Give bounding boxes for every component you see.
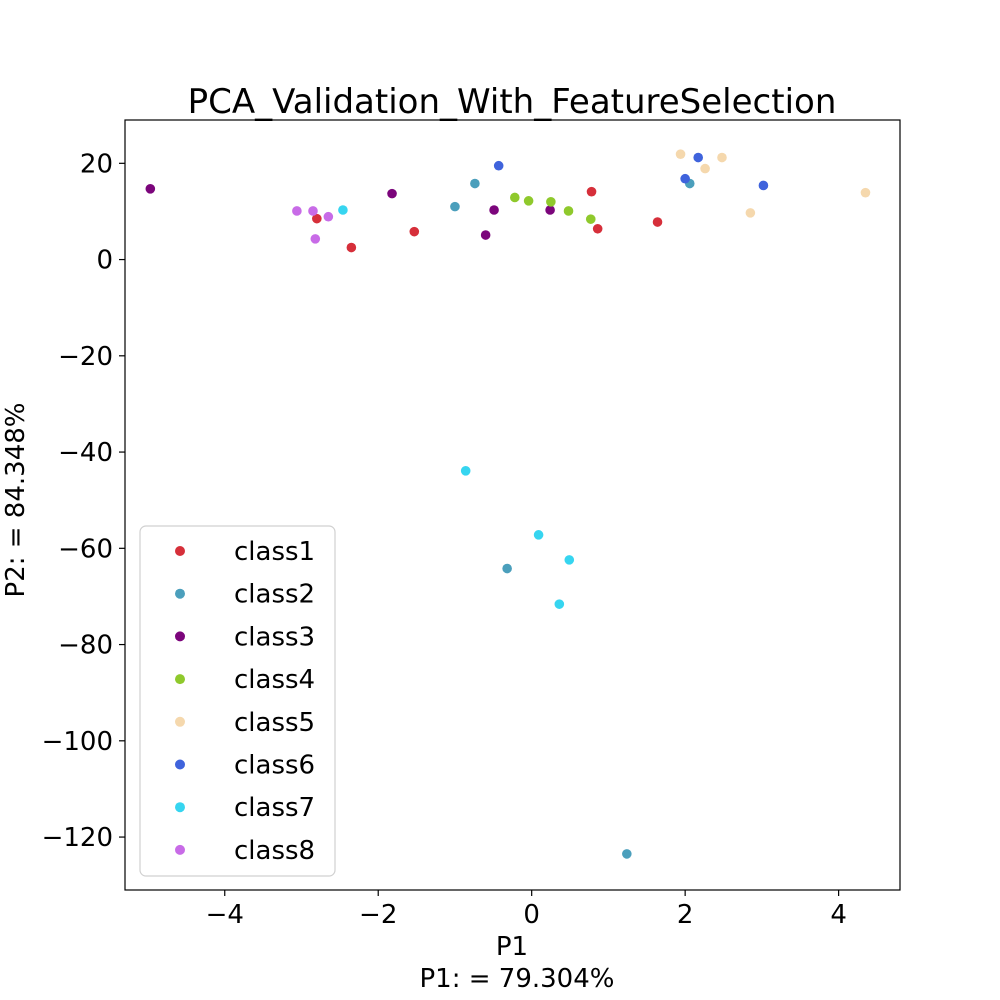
data-point-class4 <box>523 196 534 206</box>
x-axis-ticks: −4 −2 0 2 4 <box>206 890 847 930</box>
legend-label-class2: class2 <box>234 580 315 610</box>
data-point-class8 <box>310 234 321 244</box>
y-tick-label: 20 <box>80 149 113 179</box>
legend-label-class8: class8 <box>234 836 315 866</box>
legend-marker-class2 <box>175 588 185 599</box>
data-point-class5 <box>700 163 710 174</box>
data-point-class1 <box>592 223 603 234</box>
data-point-class2 <box>622 849 632 859</box>
data-point-class4 <box>585 214 596 224</box>
legend-marker-class3 <box>175 631 185 642</box>
legend: class1 class2 class3 class4 class5 class6 clas… <box>139 525 336 877</box>
legend-label-class6: class6 <box>234 751 315 781</box>
data-point-class3 <box>480 230 491 240</box>
data-point-class8 <box>292 206 302 216</box>
data-point-class7 <box>564 555 575 565</box>
data-point-class7 <box>338 205 348 215</box>
x-tick-label: 0 <box>523 900 540 930</box>
legend-marker-class6 <box>175 759 185 770</box>
data-point-class1 <box>586 186 597 197</box>
legend-label-class4: class4 <box>234 665 315 695</box>
y-tick-label: −20 <box>58 342 113 372</box>
data-point-class1 <box>409 226 420 237</box>
data-point-class5 <box>675 149 686 159</box>
scatter-points <box>145 149 871 859</box>
data-point-class2 <box>502 563 512 574</box>
plot-area-frame <box>124 119 901 891</box>
legend-frame <box>139 525 336 877</box>
data-point-class2 <box>450 201 460 212</box>
data-point-class8 <box>308 206 318 216</box>
data-point-class1 <box>312 213 322 224</box>
data-point-class6 <box>693 152 703 163</box>
data-point-class1 <box>346 242 357 253</box>
x-tick-label: 2 <box>677 900 694 930</box>
data-point-class1 <box>652 217 663 227</box>
chart-title: PCA_Validation_With_FeatureSelection <box>188 82 837 122</box>
data-point-class6 <box>493 160 504 171</box>
x-axis-sublabel: P1: = 79.304% <box>420 964 615 994</box>
x-tick-label: 4 <box>830 900 847 930</box>
legend-label-class5: class5 <box>234 708 315 738</box>
y-axis-label: P2: = 84.348% <box>1 403 31 598</box>
data-point-class3 <box>489 205 499 215</box>
data-point-class4 <box>546 197 556 207</box>
x-tick-label: −4 <box>206 900 244 930</box>
legend-marker-class5 <box>175 716 185 727</box>
data-point-class6 <box>680 173 690 184</box>
y-tick-label: −100 <box>42 727 113 757</box>
legend-label-class7: class7 <box>234 793 315 823</box>
data-point-class7 <box>460 466 471 476</box>
data-point-class5 <box>717 152 727 163</box>
data-point-class7 <box>554 599 565 609</box>
data-point-class7 <box>533 530 544 540</box>
legend-marker-class4 <box>175 674 185 685</box>
data-point-class3 <box>145 184 156 194</box>
data-point-class6 <box>758 180 769 191</box>
data-point-class5 <box>860 187 871 198</box>
data-point-class8 <box>323 211 334 222</box>
y-tick-label: 0 <box>96 246 113 276</box>
legend-label-class1: class1 <box>234 537 315 567</box>
legend-marker-class8 <box>175 844 185 855</box>
data-point-class4 <box>563 206 574 216</box>
data-point-class3 <box>387 188 397 199</box>
x-tick-label: −2 <box>359 900 397 930</box>
data-point-class3 <box>545 205 555 215</box>
legend-label-class3: class3 <box>234 622 315 652</box>
legend-marker-class7 <box>175 802 185 813</box>
x-axis-label: P1 <box>496 932 528 962</box>
y-tick-label: −60 <box>58 534 113 564</box>
y-tick-label: −80 <box>58 631 113 661</box>
legend-marker-class1 <box>175 546 185 556</box>
y-axis-ticks: 20 0 −20 −40 −60 −80 −100 −120 <box>42 149 125 853</box>
data-point-class4 <box>510 192 520 203</box>
data-point-class2 <box>470 178 480 189</box>
data-point-class5 <box>745 208 756 218</box>
y-tick-label: −40 <box>58 438 113 468</box>
y-tick-label: −120 <box>42 823 113 853</box>
